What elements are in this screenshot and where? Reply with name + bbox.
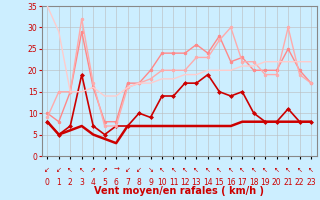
Text: ↖: ↖ — [297, 167, 302, 173]
Text: 7: 7 — [125, 178, 130, 187]
Text: 3: 3 — [79, 178, 84, 187]
Text: ↖: ↖ — [182, 167, 188, 173]
Text: Vent moyen/en rafales ( km/h ): Vent moyen/en rafales ( km/h ) — [94, 186, 264, 196]
Text: ↘: ↘ — [148, 167, 154, 173]
Text: ↖: ↖ — [274, 167, 280, 173]
Text: 5: 5 — [102, 178, 107, 187]
Text: 8: 8 — [137, 178, 141, 187]
Text: 22: 22 — [295, 178, 304, 187]
Text: 4: 4 — [91, 178, 96, 187]
Text: 13: 13 — [192, 178, 201, 187]
Text: 16: 16 — [226, 178, 236, 187]
Text: 11: 11 — [169, 178, 178, 187]
Text: 23: 23 — [306, 178, 316, 187]
Text: 15: 15 — [214, 178, 224, 187]
Text: ↖: ↖ — [159, 167, 165, 173]
Text: ↖: ↖ — [251, 167, 257, 173]
Text: ↖: ↖ — [67, 167, 73, 173]
Text: ↖: ↖ — [262, 167, 268, 173]
Text: ↗: ↗ — [102, 167, 108, 173]
Text: ↖: ↖ — [228, 167, 234, 173]
Text: ↖: ↖ — [79, 167, 85, 173]
Text: 0: 0 — [45, 178, 50, 187]
Text: ↙: ↙ — [56, 167, 62, 173]
Text: 10: 10 — [157, 178, 167, 187]
Text: ↙: ↙ — [136, 167, 142, 173]
Text: ↖: ↖ — [205, 167, 211, 173]
Text: ↖: ↖ — [216, 167, 222, 173]
Text: ↖: ↖ — [285, 167, 291, 173]
Text: 17: 17 — [237, 178, 247, 187]
Text: →: → — [113, 167, 119, 173]
Text: 12: 12 — [180, 178, 190, 187]
Text: 18: 18 — [249, 178, 259, 187]
Text: 9: 9 — [148, 178, 153, 187]
Text: 6: 6 — [114, 178, 119, 187]
Text: 21: 21 — [284, 178, 293, 187]
Text: ↖: ↖ — [194, 167, 199, 173]
Text: 19: 19 — [260, 178, 270, 187]
Text: 1: 1 — [56, 178, 61, 187]
Text: 20: 20 — [272, 178, 282, 187]
Text: ↗: ↗ — [90, 167, 96, 173]
Text: 2: 2 — [68, 178, 73, 187]
Text: 14: 14 — [203, 178, 213, 187]
Text: ↖: ↖ — [239, 167, 245, 173]
Text: ↙: ↙ — [125, 167, 131, 173]
Text: ↖: ↖ — [171, 167, 176, 173]
Text: ↖: ↖ — [308, 167, 314, 173]
Text: ↙: ↙ — [44, 167, 50, 173]
